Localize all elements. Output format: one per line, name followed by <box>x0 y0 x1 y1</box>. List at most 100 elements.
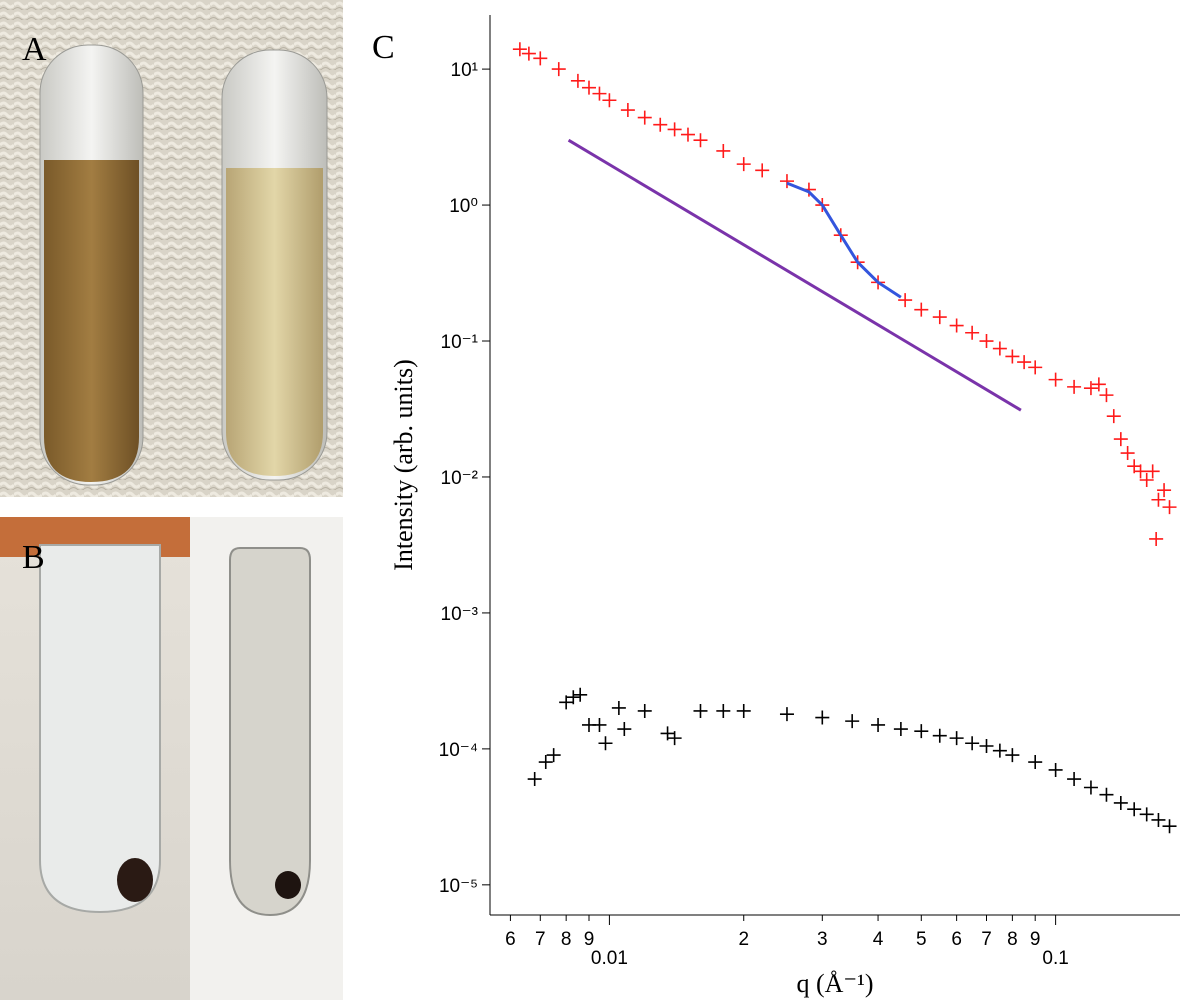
data-point <box>914 302 929 317</box>
data-point <box>512 42 527 57</box>
data-point <box>653 117 668 132</box>
data-point <box>992 341 1007 356</box>
data-point <box>979 334 994 349</box>
data-point <box>736 157 751 172</box>
data-point <box>949 318 964 333</box>
y-tick-label: 10⁻³ <box>441 604 479 625</box>
liquid <box>226 168 323 476</box>
data-point <box>1162 500 1177 515</box>
data-point <box>602 93 617 108</box>
data-point <box>815 710 830 725</box>
x-tick-label: 5 <box>916 929 927 950</box>
data-point <box>573 687 588 702</box>
data-point <box>617 722 632 737</box>
data-point <box>559 695 574 710</box>
data-point <box>611 700 626 715</box>
data-point <box>521 46 536 61</box>
y-tick-label: 10⁻⁵ <box>439 876 478 897</box>
x-axis-label: q (Å⁻¹) <box>796 969 873 998</box>
data-point <box>932 310 947 325</box>
y-tick-label: 10⁻² <box>441 468 479 489</box>
data-point <box>1151 492 1166 507</box>
data-point <box>716 703 731 718</box>
data-point <box>779 707 794 722</box>
pellet <box>275 871 301 899</box>
liquid <box>44 160 139 482</box>
data-point <box>667 122 682 137</box>
y-tick-label: 10⁰ <box>449 196 478 217</box>
data-point <box>592 717 607 732</box>
panel-label: B <box>22 539 45 576</box>
data-point <box>1145 464 1160 479</box>
data-point <box>1083 780 1098 795</box>
x-tick-label: 3 <box>817 929 828 950</box>
data-point <box>527 772 542 787</box>
data-point <box>716 143 731 158</box>
x-tick-label: 6 <box>951 929 962 950</box>
data-point <box>660 726 675 741</box>
data-point <box>1067 772 1082 787</box>
tube <box>39 544 161 914</box>
pellet <box>117 858 153 902</box>
data-point <box>845 714 860 729</box>
fit-line <box>567 138 1022 412</box>
data-point <box>1028 755 1043 770</box>
data-point <box>914 724 929 739</box>
data-point <box>620 103 635 118</box>
x-tick-label: 7 <box>981 929 992 950</box>
data-point <box>1133 464 1148 479</box>
data-point <box>637 110 652 125</box>
data-point <box>581 80 596 95</box>
data-point <box>1139 472 1154 487</box>
y-tick-label: 10⁻⁴ <box>439 740 478 761</box>
data-point <box>1106 409 1121 424</box>
data-point <box>566 690 581 705</box>
y-tick-label: 10⁻¹ <box>441 332 479 353</box>
x-tick-label: 8 <box>1007 929 1018 950</box>
data-point <box>1028 360 1043 375</box>
data-point <box>1048 372 1063 387</box>
data-point <box>1067 379 1082 394</box>
data-point <box>570 73 585 88</box>
data-point <box>1083 381 1098 396</box>
x-tick-label: 0.1 <box>1042 948 1068 969</box>
data-point <box>871 717 886 732</box>
data-point <box>1149 531 1164 546</box>
data-point <box>1113 795 1128 810</box>
data-point <box>949 731 964 746</box>
data-point <box>1151 812 1166 827</box>
data-point <box>1005 349 1020 364</box>
data-point <box>893 722 908 737</box>
fit-line <box>786 181 902 299</box>
y-tick-label: 10¹ <box>451 60 478 81</box>
x-tick-label: 9 <box>1030 929 1041 950</box>
data-point <box>598 736 613 751</box>
data-point <box>1048 762 1063 777</box>
data-point <box>1017 355 1032 370</box>
y-axis-label: Intensity (arb. units) <box>389 359 418 571</box>
data-point <box>1099 787 1114 802</box>
data-point <box>592 86 607 101</box>
data-point <box>680 127 695 142</box>
data-point <box>965 325 980 340</box>
data-point <box>1091 377 1106 392</box>
data-point <box>1127 802 1142 817</box>
data-point <box>533 51 548 66</box>
tube <box>229 547 311 917</box>
x-tick-label: 0.01 <box>591 948 628 969</box>
data-point <box>965 736 980 751</box>
x-tick-label: 7 <box>535 929 546 950</box>
x-tick-label: 6 <box>505 929 516 950</box>
panel-label: A <box>22 31 47 68</box>
data-point <box>1120 446 1135 461</box>
data-point <box>1005 748 1020 763</box>
data-point <box>667 731 682 746</box>
data-point <box>693 133 708 148</box>
data-point <box>1113 432 1128 447</box>
data-point <box>538 755 553 770</box>
data-point <box>992 743 1007 758</box>
data-point <box>1099 388 1114 403</box>
data-point <box>1157 483 1172 498</box>
data-point <box>637 703 652 718</box>
